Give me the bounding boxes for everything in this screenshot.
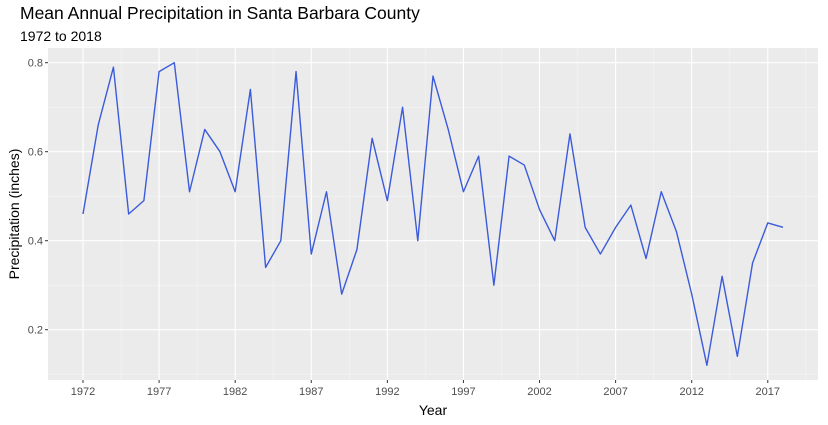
chart-subtitle: 1972 to 2018 xyxy=(20,28,102,44)
chart-title: Mean Annual Precipitation in Santa Barba… xyxy=(20,3,420,23)
x-tick-label: 1997 xyxy=(451,386,475,398)
x-tick-label: 1982 xyxy=(223,386,247,398)
x-tick-label: 2002 xyxy=(527,386,551,398)
x-tick-label: 1977 xyxy=(147,386,171,398)
y-tick-label: 0.2 xyxy=(28,325,43,337)
x-tick-label: 1972 xyxy=(71,386,95,398)
x-tick-label: 2007 xyxy=(603,386,627,398)
x-axis-title: Year xyxy=(419,402,448,418)
y-tick-label: 0.6 xyxy=(28,147,43,159)
x-tick-label: 1992 xyxy=(375,386,399,398)
x-axis: 1972 1977 1982 1987 1992 1997 2002 2007 2012 2017 xyxy=(71,380,780,398)
y-tick-label: 0.8 xyxy=(28,58,43,70)
x-tick-label: 1987 xyxy=(299,386,323,398)
plot-panel xyxy=(48,48,818,380)
precipitation-series-line xyxy=(82,61,784,367)
y-tick-label: 0.4 xyxy=(28,236,43,248)
y-axis-title: Precipitation (inches) xyxy=(6,149,22,280)
major-gridlines xyxy=(48,48,818,380)
x-tick-label: 2017 xyxy=(756,386,780,398)
series-layer xyxy=(82,61,784,367)
y-axis: 0.2 0.4 0.6 0.8 xyxy=(28,58,48,337)
x-tick-label: 2012 xyxy=(679,386,703,398)
